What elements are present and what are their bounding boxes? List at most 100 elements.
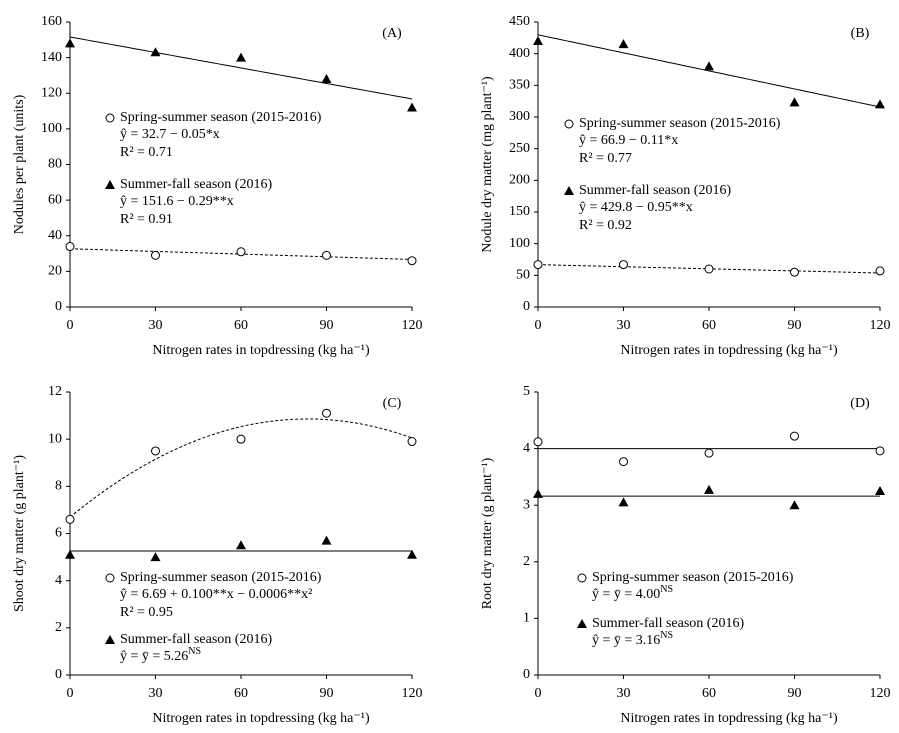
data-point: [150, 47, 161, 57]
x-tick-label: 120: [402, 686, 423, 701]
y-tick-label: 20: [48, 264, 62, 279]
x-axis-label: Nitrogen rates in topdressing (kg ha⁻¹): [620, 343, 838, 358]
legend-marker: [105, 635, 115, 644]
y-tick-label: 450: [509, 14, 530, 29]
data-point: [151, 446, 160, 456]
r-squared: R² = 0.77: [579, 151, 632, 166]
y-tick-label: 0: [523, 667, 530, 682]
y-tick-label: 160: [41, 14, 62, 29]
y-tick-label: 4: [523, 441, 530, 456]
y-tick-label: 2: [523, 554, 530, 569]
y-tick-label: 4: [55, 573, 62, 588]
y-tick-label: 3: [523, 497, 530, 512]
panel-label: (C): [383, 396, 402, 411]
fit-line: [69, 418, 413, 518]
y-tick-label: 250: [509, 141, 530, 156]
data-point: [533, 36, 543, 45]
y-tick-label: 40: [48, 228, 62, 243]
panel-label: (A): [382, 26, 402, 41]
data-point: [407, 437, 417, 447]
y-tick-label: 100: [509, 236, 530, 251]
data-point: [704, 484, 714, 494]
data-point: [236, 52, 246, 62]
y-tick-label: 1: [523, 611, 530, 626]
equation: ŷ = ȳ = 4.00NS: [592, 584, 673, 602]
x-tick-label: 60: [702, 686, 716, 701]
data-point: [322, 408, 331, 418]
legend-marker: [105, 573, 115, 583]
x-tick-label: 30: [617, 318, 631, 333]
x-tick-label: 90: [788, 686, 802, 701]
equation-text: ŷ = 6.69 + 0.100**x − 0.0006**x²: [120, 587, 312, 602]
data-point: [704, 61, 714, 71]
x-tick-label: 120: [402, 318, 423, 333]
equation: ŷ = 429.8 − 0.95**x: [579, 200, 693, 215]
r-squared: R² = 0.95: [120, 605, 173, 620]
data-point: [533, 488, 543, 498]
equation-superscript: NS: [660, 630, 673, 641]
legend-label: Summer-fall season (2016): [579, 183, 731, 198]
y-tick-label: 6: [55, 526, 62, 541]
x-tick-label: 60: [702, 318, 716, 333]
equation-text: ŷ = ȳ = 3.16: [592, 633, 660, 648]
equation-superscript: NS: [188, 646, 201, 657]
data-point: [407, 102, 417, 112]
data-point: [65, 241, 75, 251]
x-tick-label: 30: [617, 686, 631, 701]
y-tick-label: 120: [41, 85, 62, 100]
y-tick-label: 0: [55, 299, 62, 314]
y-tick-label: 8: [55, 479, 62, 494]
data-point: [704, 448, 714, 458]
data-point: [65, 38, 75, 48]
y-tick-label: 150: [509, 204, 530, 219]
data-point: [789, 500, 800, 510]
data-point: [407, 256, 417, 266]
x-axis-label: Nitrogen rates in topdressing (kg ha⁻¹): [152, 343, 370, 358]
data-point: [875, 266, 885, 276]
y-tick-label: 0: [523, 299, 530, 314]
y-tick-label: 350: [509, 78, 530, 93]
x-tick-label: 0: [67, 318, 74, 333]
y-tick-label: 50: [516, 268, 530, 283]
legend-label: Summer-fall season (2016): [120, 177, 272, 192]
x-tick-label: 0: [67, 686, 74, 701]
y-tick-label: 300: [509, 109, 530, 124]
equation: ŷ = 32.7 − 0.05*x: [120, 127, 220, 142]
panel-label: (B): [851, 26, 870, 41]
legend-marker: [577, 573, 587, 583]
data-point: [533, 260, 543, 270]
legend-marker: [564, 119, 574, 129]
y-tick-label: 10: [48, 431, 62, 446]
y-tick-label: 0: [55, 667, 62, 682]
data-point: [65, 514, 75, 524]
equation: ŷ = 151.6 − 0.29**x: [120, 194, 234, 209]
data-point: [321, 535, 332, 545]
legend-label: Spring-summer season (2015-2016): [592, 570, 794, 585]
equation-text: ŷ = ȳ = 5.26: [120, 649, 188, 664]
legend-label: Spring-summer season (2015-2016): [120, 110, 322, 125]
legend-label: Spring-summer season (2015-2016): [120, 570, 322, 585]
y-axis-label: Shoot dry matter (g plant⁻¹): [12, 455, 27, 612]
equation: ŷ = ȳ = 3.16NS: [592, 630, 673, 648]
x-tick-label: 60: [234, 686, 248, 701]
x-tick-label: 30: [149, 318, 163, 333]
y-tick-label: 140: [41, 50, 62, 65]
data-point: [321, 74, 332, 83]
equation: ŷ = 66.9 − 0.11*x: [579, 133, 678, 148]
data-point: [533, 437, 543, 447]
legend-marker: [105, 180, 115, 189]
x-tick-label: 60: [234, 318, 248, 333]
legend-label: Summer-fall season (2016): [120, 632, 272, 647]
equation-text: ŷ = 66.9 − 0.11*x: [579, 133, 678, 148]
y-tick-label: 12: [48, 384, 62, 399]
legend-marker: [564, 186, 574, 195]
x-tick-label: 90: [788, 318, 802, 333]
y-tick-label: 5: [523, 384, 530, 399]
data-point: [619, 457, 628, 467]
x-axis-label: Nitrogen rates in topdressing (kg ha⁻¹): [620, 711, 838, 726]
fit-line: [69, 36, 413, 100]
data-point: [618, 39, 629, 49]
data-point: [65, 549, 75, 559]
x-tick-label: 30: [149, 686, 163, 701]
